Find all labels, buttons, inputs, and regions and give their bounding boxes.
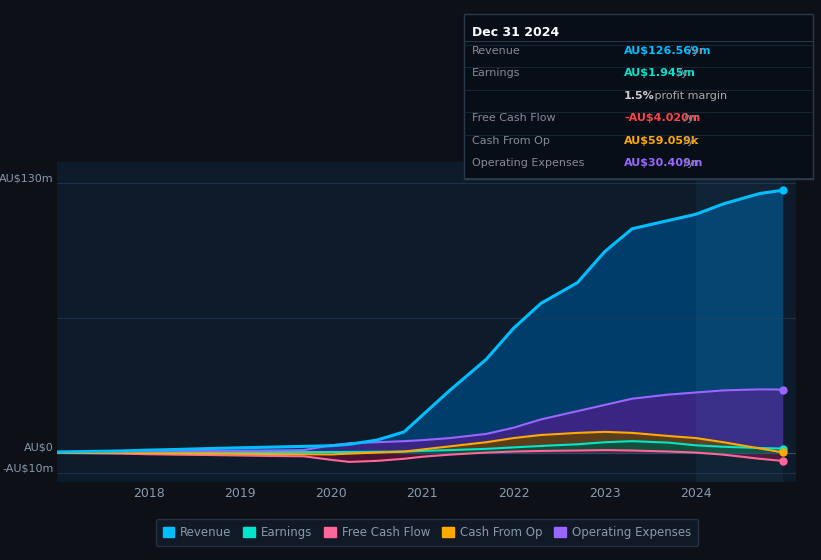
Text: 1.5%: 1.5%: [624, 91, 654, 101]
Text: /yr: /yr: [680, 113, 699, 123]
Text: profit margin: profit margin: [651, 91, 727, 101]
Text: -AU$4.020m: -AU$4.020m: [624, 113, 700, 123]
Text: AU$126.569m: AU$126.569m: [624, 46, 712, 56]
Text: AU$130m: AU$130m: [0, 173, 54, 183]
Text: /yr: /yr: [680, 136, 699, 146]
Bar: [696, 162, 782, 482]
Text: Operating Expenses: Operating Expenses: [472, 158, 585, 168]
Text: /yr: /yr: [674, 68, 693, 78]
Text: Dec 31 2024: Dec 31 2024: [472, 26, 559, 39]
Text: -AU$10m: -AU$10m: [2, 463, 54, 473]
Text: /yr: /yr: [680, 158, 699, 168]
Text: AU$1.945m: AU$1.945m: [624, 68, 696, 78]
Text: Free Cash Flow: Free Cash Flow: [472, 113, 556, 123]
Text: /yr: /yr: [686, 46, 704, 56]
Text: AU$59.059k: AU$59.059k: [624, 136, 699, 146]
Text: Revenue: Revenue: [472, 46, 521, 56]
Text: Cash From Op: Cash From Op: [472, 136, 550, 146]
Text: Earnings: Earnings: [472, 68, 521, 78]
Text: AU$0: AU$0: [24, 442, 54, 452]
Text: AU$30.409m: AU$30.409m: [624, 158, 704, 168]
Legend: Revenue, Earnings, Free Cash Flow, Cash From Op, Operating Expenses: Revenue, Earnings, Free Cash Flow, Cash …: [155, 519, 699, 546]
